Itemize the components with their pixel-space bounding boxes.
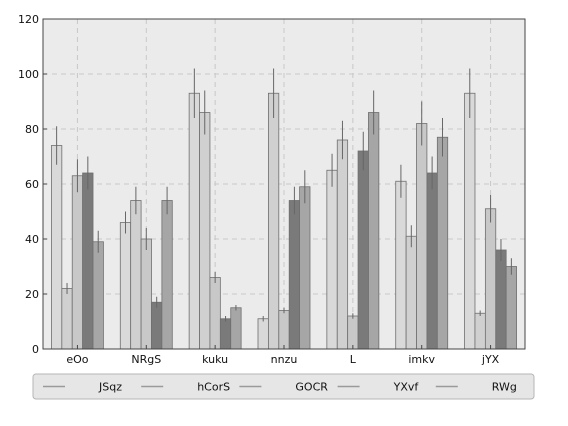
- bar-JSqz-nnzu: [257, 318, 269, 350]
- bar-YXvf-nnzu: [288, 200, 301, 350]
- grid-lines: [43, 19, 525, 349]
- bar-GOCR-eOo: [71, 175, 84, 350]
- bar-hCorS-jYX: [474, 312, 486, 350]
- error-bars-group: [56, 68, 512, 322]
- legend-label-JSqz: JSqz: [98, 381, 122, 394]
- bar-RWg-imkv: [436, 136, 449, 350]
- bar-hCorS-kuku: [199, 112, 211, 350]
- legend-label-hCorS: hCorS: [197, 381, 230, 394]
- bar-RWg-kuku: [230, 307, 242, 350]
- bar-RWg-NRgS: [161, 200, 173, 350]
- legend-label-GOCR: GOCR: [295, 381, 328, 394]
- legend-label-RWg: RWg: [492, 381, 517, 394]
- x-tick-label-L: L: [350, 353, 357, 366]
- legend-label-YXvf: YXvf: [393, 381, 420, 394]
- bar-JSqz-imkv: [395, 180, 407, 350]
- legend: JSqz hCorS GOCR YXvf RWg: [32, 373, 535, 400]
- bar-RWg-jYX: [505, 266, 517, 350]
- bar-hCorS-imkv: [405, 235, 417, 350]
- x-tick-label-imkv: imkv: [408, 353, 435, 366]
- bar-YXvf-NRgS: [151, 301, 163, 350]
- x-tick-label-NRgS: NRgS: [131, 353, 161, 366]
- bar-JSqz-eOo: [51, 145, 63, 350]
- x-tick-label-eOo: eOo: [66, 353, 88, 366]
- y-tick-label-0: 0: [32, 343, 39, 356]
- bar-JSqz-jYX: [464, 92, 476, 350]
- x-tick-label-nnzu: nnzu: [271, 353, 298, 366]
- bar-JSqz-NRgS: [119, 222, 132, 350]
- bar-GOCR-nnzu: [278, 310, 290, 350]
- y-tick-label-20: 20: [25, 288, 39, 301]
- y-tick-label-80: 80: [25, 123, 39, 136]
- bar-YXvf-kuku: [219, 318, 232, 350]
- y-tick-label-60: 60: [25, 178, 39, 191]
- y-tick-label-120: 120: [18, 13, 39, 26]
- bar-YXvf-imkv: [426, 172, 438, 350]
- x-tick-label-jYX: jYX: [481, 353, 500, 366]
- bar-hCorS-L: [336, 139, 349, 350]
- bar-RWg-eOo: [92, 241, 104, 350]
- bar-GOCR-imkv: [416, 123, 428, 350]
- y-axis: 0 20 40 60 80 100 120: [18, 13, 47, 356]
- bar-RWg-L: [368, 112, 380, 350]
- legend-box: [32, 373, 535, 400]
- bar-GOCR-jYX: [484, 208, 497, 350]
- y-tick-label-100: 100: [18, 68, 39, 81]
- bar-JSqz-L: [326, 169, 338, 350]
- bar-YXvf-L: [357, 150, 369, 350]
- bar-JSqz-kuku: [188, 92, 200, 350]
- bar-YXvf-eOo: [82, 172, 94, 350]
- bar-GOCR-NRgS: [140, 238, 152, 350]
- bar-RWg-nnzu: [299, 186, 311, 350]
- bar-GOCR-L: [347, 315, 359, 350]
- bar-YXvf-jYX: [495, 249, 507, 350]
- bar-GOCR-kuku: [209, 277, 221, 350]
- x-tick-label-kuku: kuku: [202, 353, 228, 366]
- y-tick-label-40: 40: [25, 233, 39, 246]
- bar-hCorS-eOo: [61, 288, 73, 350]
- bar-hCorS-NRgS: [130, 200, 142, 350]
- bar-hCorS-nnzu: [267, 92, 280, 350]
